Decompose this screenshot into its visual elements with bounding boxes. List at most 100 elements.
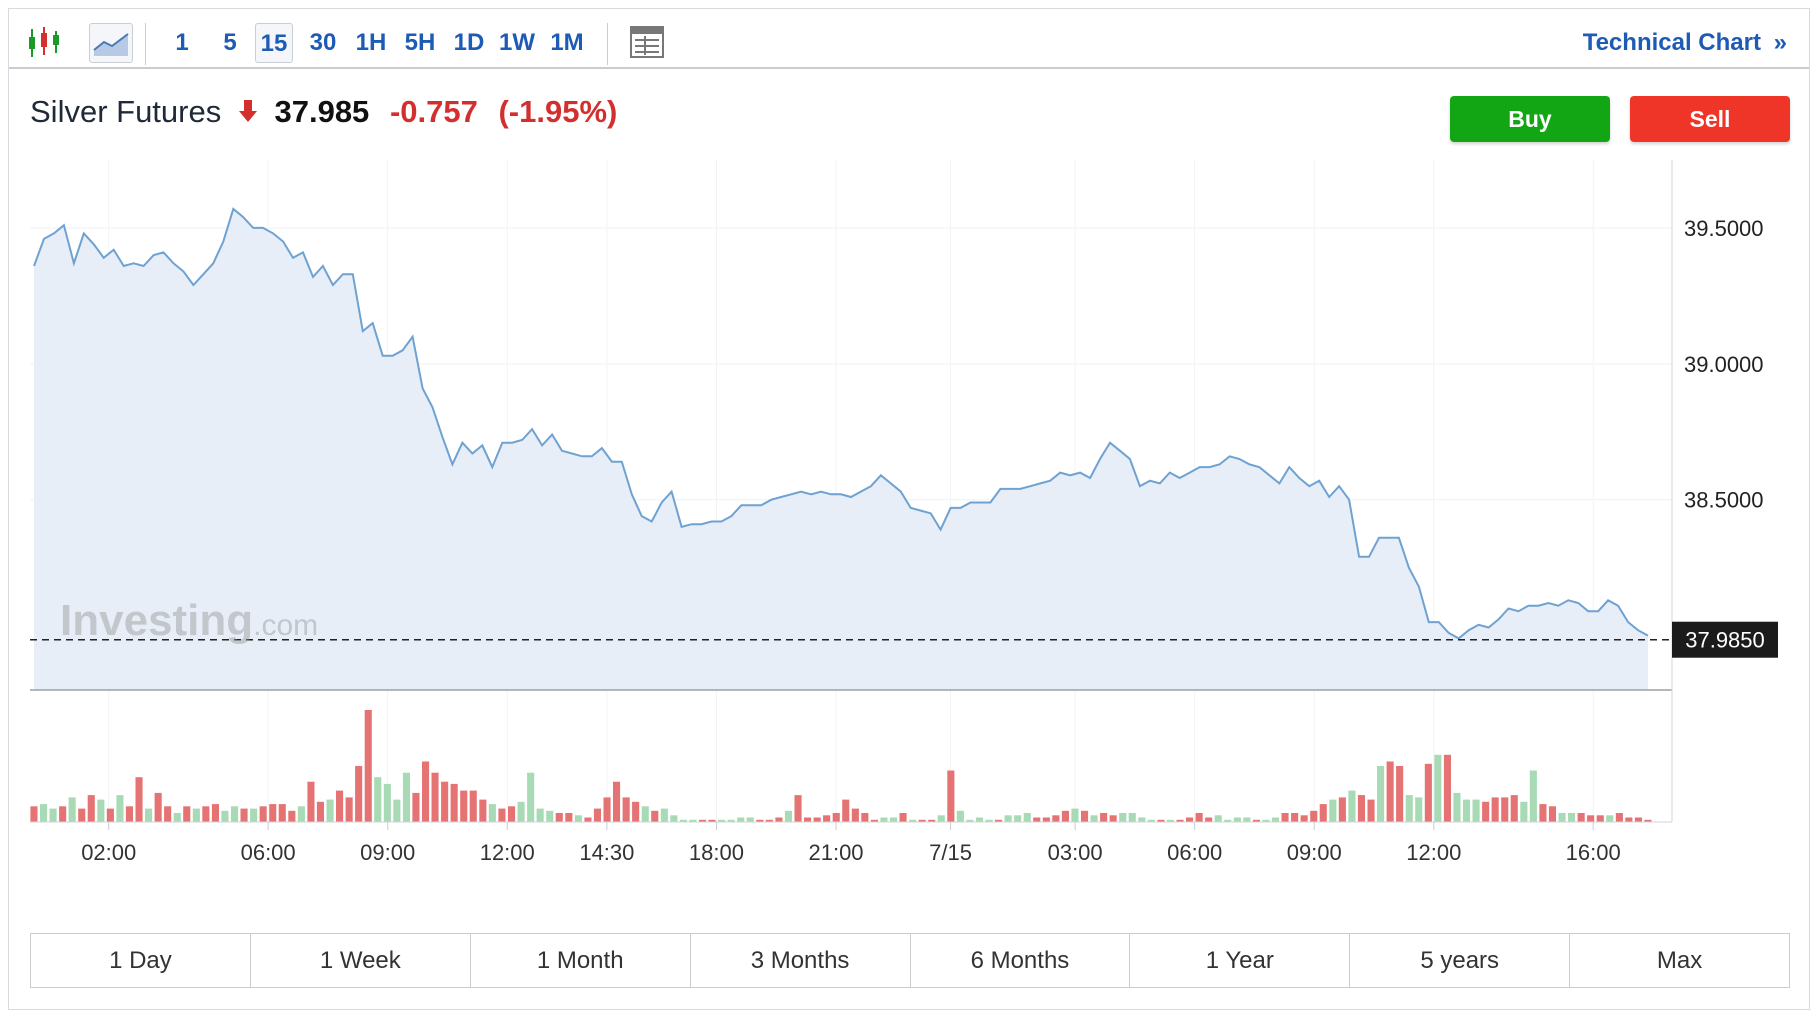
volume-bar — [297, 806, 305, 822]
volume-bar — [278, 804, 286, 822]
investing-watermark: Investing.com — [60, 596, 318, 646]
volume-bar — [995, 819, 1003, 822]
volume-bar — [135, 777, 143, 822]
volume-bar — [546, 810, 554, 822]
data-table-icon[interactable] — [629, 23, 665, 63]
volume-bar — [441, 781, 449, 822]
range-1-month[interactable]: 1 Month — [471, 934, 691, 987]
volume-bar — [145, 808, 153, 822]
y-axis-ticks: 39.5000 39.0000 38.5000 — [1684, 216, 1764, 513]
price-change: -0.757 — [389, 94, 478, 129]
volume-bar — [498, 808, 506, 822]
interval-30[interactable]: 30 — [309, 29, 337, 56]
range-1-week[interactable]: 1 Week — [251, 934, 471, 987]
volume-bar — [689, 819, 697, 822]
interval-1m[interactable]: 1M — [550, 29, 584, 56]
volume-bar — [947, 770, 955, 822]
interval-5[interactable]: 5 — [223, 29, 237, 56]
volume-bar — [1510, 795, 1518, 822]
range-1-day[interactable]: 1 Day — [31, 934, 251, 987]
volume-bar — [727, 819, 735, 822]
volume-bar — [383, 783, 391, 822]
volume-bar — [622, 797, 630, 822]
volume-bar — [307, 781, 315, 822]
volume-bar — [1052, 815, 1060, 822]
chart-toolbar: 1 5 15 30 1H 5H 1D 1W 1M Technical Chart… — [9, 9, 1809, 69]
volume-bar — [527, 772, 535, 822]
volume-bar — [1176, 819, 1184, 822]
volume-bar — [574, 815, 582, 822]
last-price: 37.985 — [274, 94, 370, 129]
volume-bar — [469, 790, 477, 822]
volume-bar — [288, 810, 296, 822]
volume-bar — [737, 817, 745, 822]
volume-bar — [966, 819, 974, 822]
quote-header: Silver Futures 37.985 -0.757 (-1.95%) — [30, 94, 617, 132]
volume-bar — [374, 777, 382, 822]
technical-chart-link[interactable]: Technical Chart » — [1583, 29, 1787, 57]
range-max[interactable]: Max — [1656, 947, 1703, 974]
range-5-years[interactable]: 5 years — [1350, 934, 1571, 987]
volume-bar — [1568, 813, 1576, 822]
volume-bar — [1587, 815, 1595, 822]
volume-bar — [851, 808, 859, 822]
volume-bar — [1281, 813, 1289, 822]
interval-5h[interactable]: 5H — [404, 29, 436, 56]
x-tick-label: 02:00 — [81, 840, 136, 865]
volume-bar — [670, 815, 678, 822]
y-tick-label: 38.5000 — [1684, 488, 1764, 513]
volume-bar — [1615, 813, 1623, 822]
range-6-months[interactable]: 6 Months — [911, 934, 1131, 987]
interval-1d[interactable]: 1D — [453, 29, 485, 56]
volume-bar — [813, 817, 821, 822]
interval-15[interactable]: 15 — [255, 23, 293, 63]
volume-bar — [1081, 810, 1089, 822]
volume-bar — [1205, 817, 1213, 822]
volume-bar — [450, 783, 458, 822]
current-price-box — [1672, 621, 1778, 658]
x-tick-label: 7/15 — [929, 840, 972, 865]
volume-bar — [660, 808, 668, 822]
range-3-months[interactable]: 3 Months — [691, 934, 911, 987]
technical-chart-label: Technical Chart — [1582, 29, 1761, 56]
volume-bar — [1061, 810, 1069, 822]
volume-bar — [765, 819, 773, 822]
sell-button[interactable]: Sell — [1630, 96, 1790, 142]
range-1-year[interactable]: 1 Year — [1130, 934, 1351, 987]
volume-bar — [231, 806, 239, 822]
volume-bar — [488, 804, 496, 822]
volume-bar — [316, 801, 324, 822]
volume-bar — [1252, 819, 1260, 822]
candlestick-icon[interactable] — [23, 23, 67, 63]
price-chart: 39.5000 39.0000 38.5000 02:00 06:00 09:00 12:… — [30, 160, 1778, 865]
volume-bar — [402, 772, 410, 822]
volume-bar — [937, 815, 945, 822]
current-price-label: 37.9850 — [1685, 628, 1765, 653]
interval-1[interactable]: 1 — [175, 29, 189, 56]
volume-bar — [1367, 799, 1375, 822]
volume-bar — [536, 808, 544, 822]
volume-bar — [708, 819, 716, 822]
volume-bar — [1023, 813, 1031, 822]
volume-bar — [823, 815, 831, 822]
volume-bar — [1606, 815, 1614, 822]
volume-bar — [804, 817, 812, 822]
volume-bar — [1463, 799, 1471, 822]
buy-button[interactable]: Buy — [1450, 96, 1610, 142]
down-arrow-icon — [238, 96, 258, 132]
interval-1w[interactable]: 1W — [499, 29, 535, 56]
volume-bar — [613, 781, 621, 822]
y-tick-label: 39.0000 — [1684, 352, 1764, 377]
interval-1h[interactable]: 1H — [355, 29, 387, 56]
area-chart-icon[interactable] — [89, 23, 133, 63]
x-tick-label: 06:00 — [241, 840, 296, 865]
volume-bar — [1186, 817, 1194, 822]
volume-bar — [1042, 817, 1050, 822]
volume-bar — [1109, 815, 1117, 822]
price-area — [34, 208, 1648, 690]
volume-bar — [1424, 763, 1432, 822]
volume-bar — [479, 799, 487, 822]
y-tick-label: 39.5000 — [1684, 216, 1764, 241]
volume-bar — [1243, 817, 1251, 822]
volume-bar — [1233, 817, 1241, 822]
